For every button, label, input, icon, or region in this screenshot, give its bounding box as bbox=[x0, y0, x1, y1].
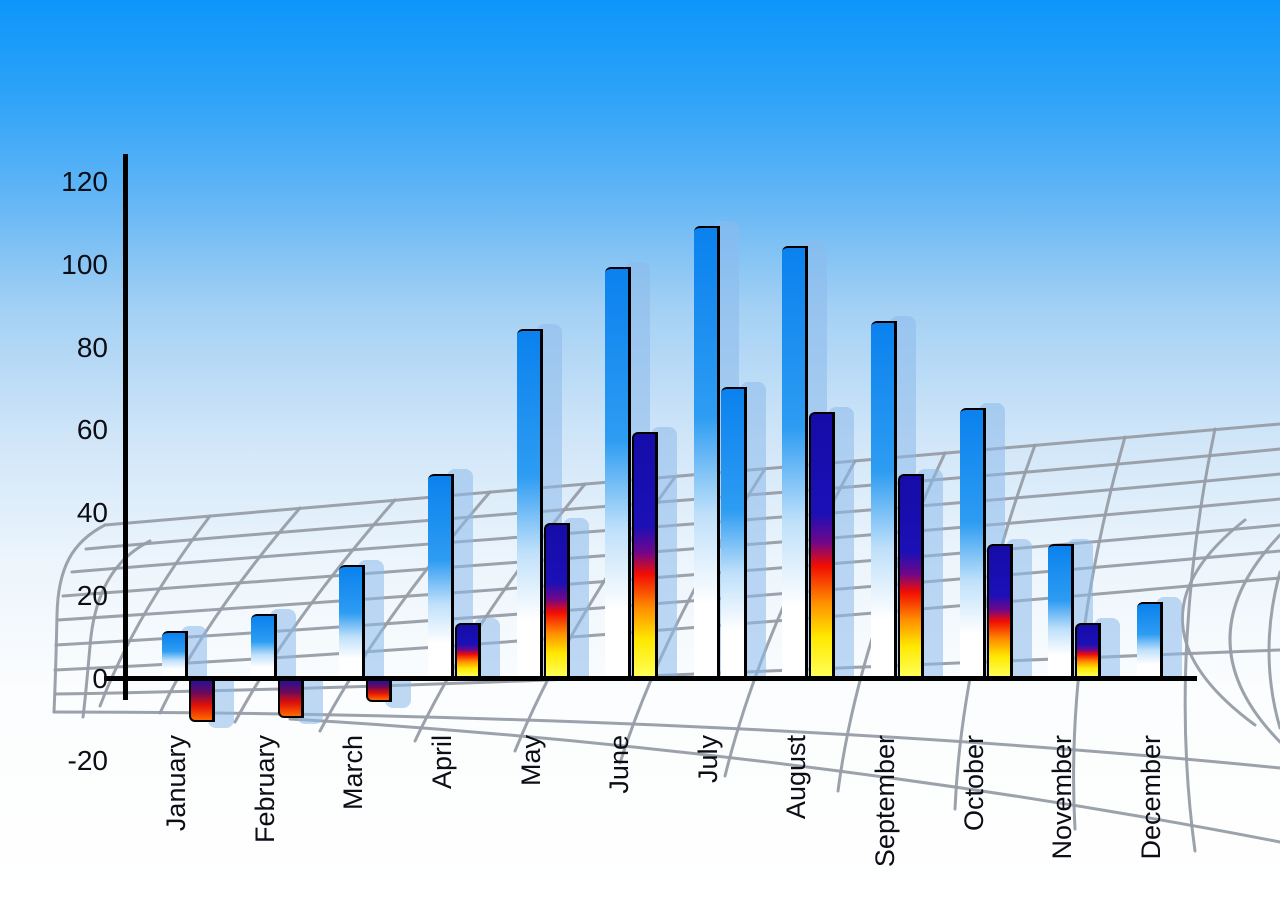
y-tick-100: 100 bbox=[61, 248, 108, 280]
x-label-june: June bbox=[604, 735, 635, 794]
x-label-october: October bbox=[958, 735, 989, 832]
series1-bar-march bbox=[339, 564, 366, 677]
x-label-november: November bbox=[1047, 735, 1078, 860]
series2-bar-june bbox=[632, 432, 659, 677]
y-tick-40: 40 bbox=[76, 497, 108, 528]
series1-bar-may bbox=[516, 328, 543, 677]
series2-bar-may bbox=[543, 523, 570, 677]
series2-bar-august bbox=[809, 411, 836, 677]
series1-bar-november bbox=[1048, 544, 1075, 677]
series1-bar-february bbox=[250, 614, 277, 677]
series1-bar-september bbox=[871, 320, 898, 677]
x-label-december: December bbox=[1136, 735, 1167, 860]
series1-bar-october bbox=[959, 407, 986, 677]
x-axis-line bbox=[104, 676, 1197, 681]
series1-bar-december bbox=[1137, 602, 1164, 677]
series2-bar-january bbox=[189, 681, 215, 723]
series1-bar-april bbox=[427, 473, 454, 677]
series2-bar-september bbox=[898, 473, 925, 677]
x-label-may: May bbox=[515, 735, 546, 787]
series2-bar-april bbox=[454, 622, 481, 677]
y-tick--20: -20 bbox=[67, 745, 108, 777]
series2-bar-february bbox=[277, 681, 304, 719]
y-tick-0: 0 bbox=[92, 662, 108, 694]
series1-bar-july bbox=[693, 225, 720, 677]
x-label-september: September bbox=[870, 735, 901, 868]
x-label-april: April bbox=[426, 735, 457, 790]
x-label-march: March bbox=[338, 735, 369, 811]
x-label-august: August bbox=[781, 735, 812, 820]
series1-bar-august bbox=[782, 246, 809, 677]
x-label-july: July bbox=[692, 735, 723, 784]
series2-bar-july bbox=[720, 386, 747, 677]
y-tick-60: 60 bbox=[76, 414, 108, 446]
series1-bar-january bbox=[162, 630, 188, 677]
series2-bar-march bbox=[366, 681, 393, 702]
series2-bar-november bbox=[1075, 622, 1102, 677]
y-tick-120: 120 bbox=[61, 166, 108, 197]
series2-bar-october bbox=[986, 544, 1013, 677]
y-axis-line bbox=[123, 154, 128, 700]
y-tick-20: 20 bbox=[76, 579, 108, 611]
y-tick-80: 80 bbox=[76, 331, 108, 363]
x-label-january: January bbox=[161, 735, 191, 832]
series1-bar-june bbox=[605, 266, 632, 677]
x-label-february: February bbox=[249, 735, 280, 844]
